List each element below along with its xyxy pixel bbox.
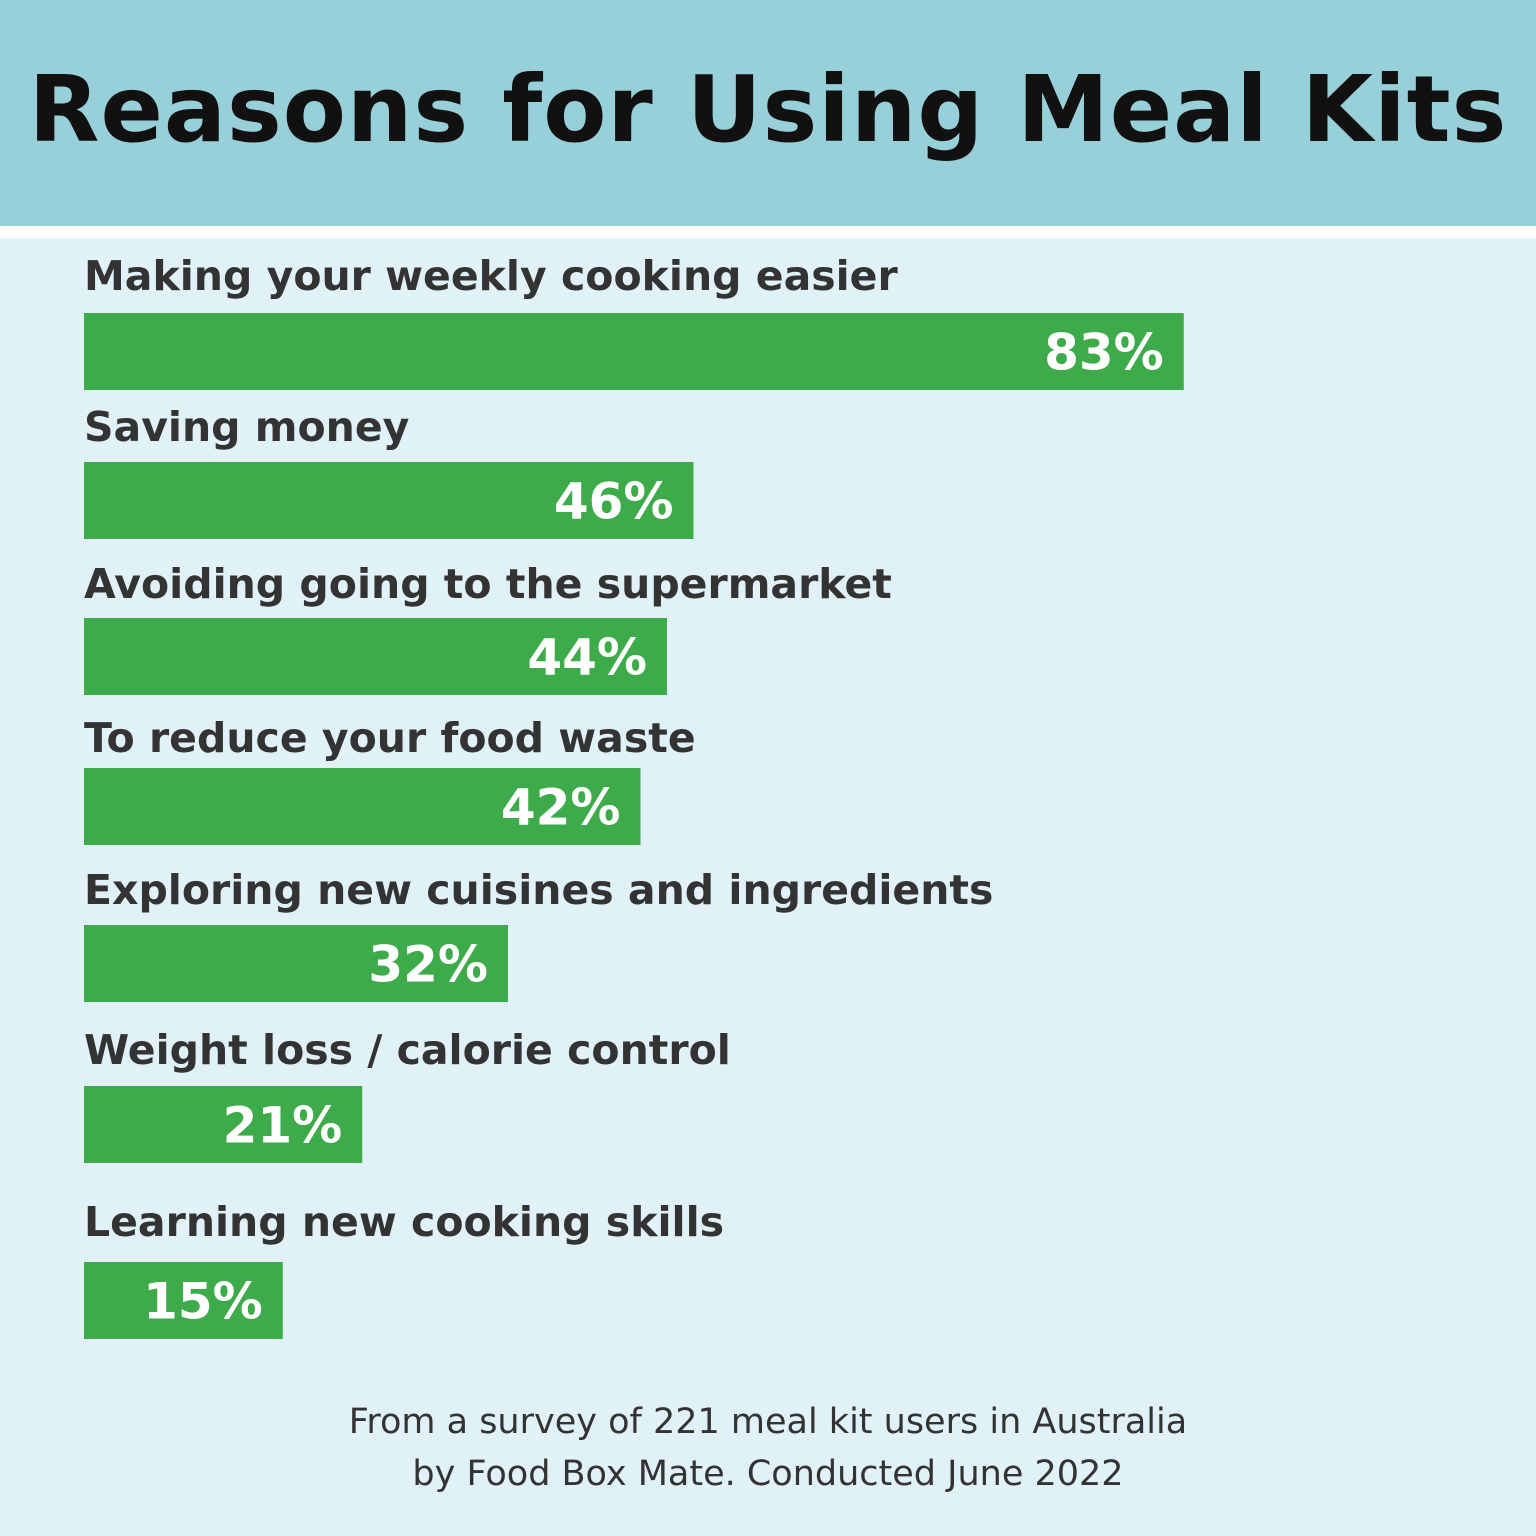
value-label: 46%: [554, 473, 674, 531]
value-label: 32%: [368, 936, 488, 994]
bar: [84, 925, 508, 1002]
bar: [84, 1086, 363, 1163]
bar: [84, 462, 694, 539]
source-line-2: by Food Box Mate. Conducted June 2022: [412, 1454, 1124, 1494]
value-label: 44%: [527, 629, 647, 687]
category-label: Saving money: [84, 403, 409, 451]
category-label: To reduce your food waste: [84, 714, 696, 762]
bar: [84, 768, 641, 845]
value-label: 42%: [501, 779, 621, 837]
category-label: Learning new cooking skills: [84, 1198, 724, 1246]
category-label: Weight loss / calorie control: [84, 1026, 731, 1074]
value-label: 83%: [1044, 324, 1164, 382]
category-label: Avoiding going to the supermarket: [84, 560, 892, 608]
title-banner: Reasons for Using Meal Kits: [0, 0, 1536, 226]
bar: [84, 313, 1184, 390]
value-label: 21%: [223, 1097, 343, 1155]
category-label: Exploring new cuisines and ingredients: [84, 866, 993, 914]
source-note: From a survey of 221 meal kit users in A…: [0, 1396, 1536, 1500]
chart-title: Reasons for Using Meal Kits: [28, 55, 1508, 163]
title-divider: [0, 226, 1536, 238]
category-label: Making your weekly cooking easier: [84, 252, 898, 300]
bar: [84, 618, 667, 695]
bar: [84, 1262, 283, 1339]
value-label: 15%: [143, 1273, 263, 1331]
source-line-1: From a survey of 221 meal kit users in A…: [348, 1402, 1188, 1442]
